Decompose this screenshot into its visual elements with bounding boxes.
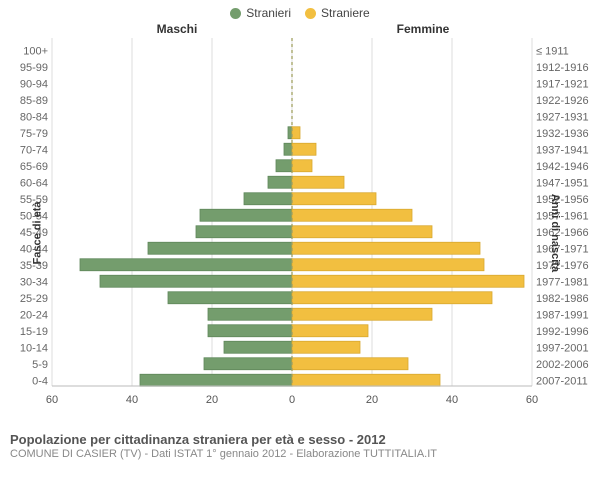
bar-male	[200, 209, 292, 221]
age-label: 100+	[23, 45, 48, 57]
birth-label: 1922-1926	[536, 95, 589, 107]
age-label: 75-79	[20, 128, 48, 140]
bar-female	[292, 143, 316, 155]
birth-label: 1937-1941	[536, 144, 589, 156]
legend-male-label: Stranieri	[246, 6, 291, 20]
age-label: 20-24	[20, 309, 48, 321]
bar-female	[292, 341, 360, 353]
birth-label: 2007-2011	[536, 375, 588, 387]
birth-label: 1917-1921	[536, 78, 589, 90]
birth-label: 1932-1936	[536, 128, 589, 140]
column-header-male: Maschi	[0, 22, 300, 36]
y-axis-right-label: Anni di nascita	[549, 194, 561, 272]
bar-female	[292, 226, 432, 238]
age-label: 60-64	[20, 177, 48, 189]
bar-male	[208, 308, 292, 320]
age-label: 65-69	[20, 161, 48, 173]
birth-label: 2002-2006	[536, 359, 589, 371]
caption: Popolazione per cittadinanza straniera p…	[0, 428, 600, 460]
bar-male	[80, 259, 292, 271]
age-label: 25-29	[20, 293, 48, 305]
birth-label: 1952-1956	[536, 194, 589, 206]
birth-label: 1962-1966	[536, 227, 589, 239]
bar-male	[208, 325, 292, 337]
age-label: 5-9	[32, 359, 48, 371]
birth-label: 1912-1916	[536, 62, 589, 74]
legend: Stranieri Straniere	[0, 0, 600, 20]
x-tick: 40	[126, 394, 138, 406]
x-tick: 40	[446, 394, 458, 406]
bar-female	[292, 292, 492, 304]
bar-male	[140, 374, 292, 386]
bar-female	[292, 127, 300, 139]
bar-female	[292, 242, 480, 254]
age-label: 85-89	[20, 95, 48, 107]
x-tick: 60	[46, 394, 58, 406]
bar-female	[292, 209, 412, 221]
column-headers: Maschi Femmine	[0, 22, 600, 36]
age-label: 90-94	[20, 78, 48, 90]
bar-male	[196, 226, 292, 238]
pyramid-plot: 100+ ≤ 1911 95-99 1912-1916 90-94 1917-1921 85…	[8, 38, 592, 394]
bar-male	[100, 275, 292, 287]
y-axis-left-label: Fasce di età	[31, 202, 43, 265]
bar-female	[292, 374, 440, 386]
x-tick: 60	[526, 394, 538, 406]
birth-label: 1927-1931	[536, 111, 589, 123]
birth-label: 1987-1991	[536, 309, 589, 321]
legend-male: Stranieri	[230, 6, 291, 20]
bar-female	[292, 160, 312, 172]
age-label: 95-99	[20, 62, 48, 74]
bar-female	[292, 176, 344, 188]
birth-label: 1977-1981	[536, 276, 589, 288]
birth-label: 1982-1986	[536, 293, 589, 305]
legend-male-swatch	[230, 8, 241, 19]
bar-female	[292, 193, 376, 205]
bar-female	[292, 275, 524, 287]
birth-label: 1997-2001	[536, 342, 589, 354]
birth-label: 1942-1946	[536, 161, 589, 173]
caption-title: Popolazione per cittadinanza straniera p…	[10, 432, 590, 447]
birth-label: ≤ 1911	[536, 45, 569, 57]
bar-male	[268, 176, 292, 188]
x-tick: 20	[366, 394, 378, 406]
x-axis: 60 40 20 0 20 40 60	[8, 392, 592, 422]
bar-male	[284, 143, 292, 155]
birth-label: 1967-1971	[536, 243, 589, 255]
legend-female: Straniere	[305, 6, 370, 20]
age-label: 80-84	[20, 111, 48, 123]
birth-label: 1992-1996	[536, 326, 589, 338]
birth-label: 1947-1951	[536, 177, 589, 189]
x-tick: 20	[206, 394, 218, 406]
bar-female	[292, 259, 484, 271]
bar-female	[292, 358, 408, 370]
age-label: 30-34	[20, 276, 48, 288]
bar-male	[224, 341, 292, 353]
birth-label: 1972-1976	[536, 260, 589, 272]
age-label: 15-19	[20, 326, 48, 338]
bar-male	[148, 242, 292, 254]
column-header-female: Femmine	[300, 22, 600, 36]
bar-male	[276, 160, 292, 172]
age-label: 0-4	[32, 375, 48, 387]
legend-female-swatch	[305, 8, 316, 19]
legend-female-label: Straniere	[321, 6, 370, 20]
bar-female	[292, 325, 368, 337]
age-label: 70-74	[20, 144, 48, 156]
bar-male	[244, 193, 292, 205]
bar-male	[168, 292, 292, 304]
caption-subtitle: COMUNE DI CASIER (TV) - Dati ISTAT 1° ge…	[10, 448, 590, 460]
bar-male	[204, 358, 292, 370]
birth-label: 1957-1961	[536, 210, 589, 222]
bar-female	[292, 308, 432, 320]
x-tick: 0	[289, 394, 295, 406]
chart: Fasce di età Anni di nascita 100+ ≤ 1911 9…	[8, 38, 592, 428]
age-label: 10-14	[20, 342, 48, 354]
